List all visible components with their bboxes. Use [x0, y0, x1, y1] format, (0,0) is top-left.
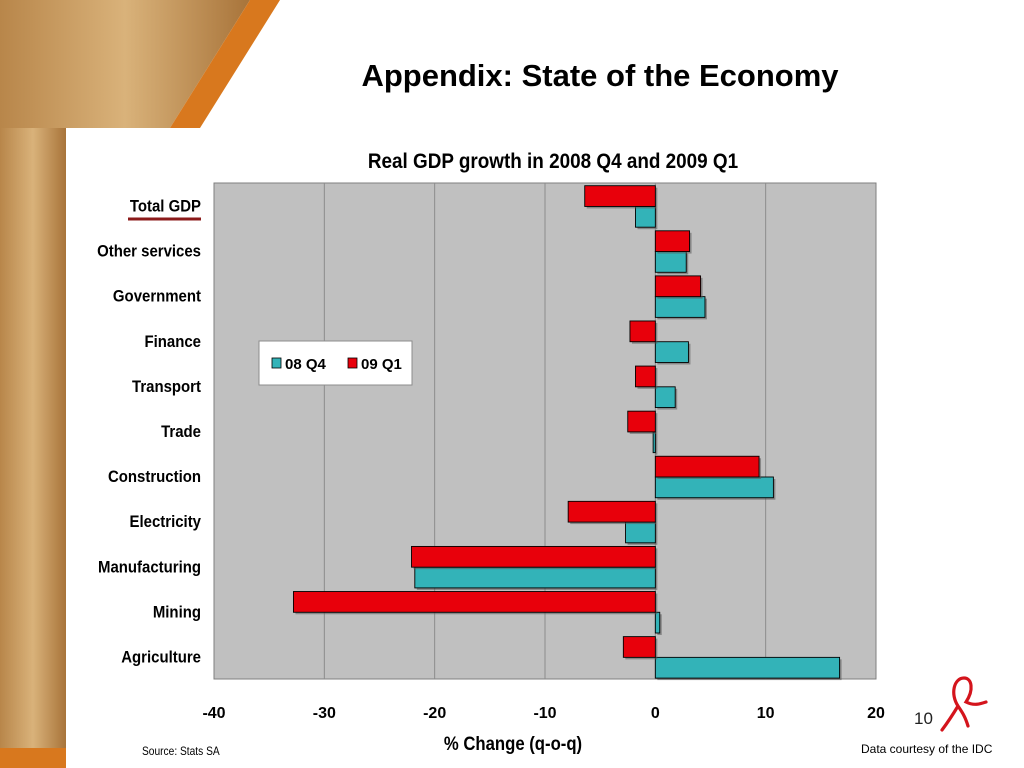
bar-09-q1-construction — [654, 455, 760, 478]
category-label: Other services — [97, 243, 201, 261]
category-label: Agriculture — [121, 649, 201, 667]
legend-box — [258, 340, 413, 386]
bar-09-q1-manufacturing — [411, 545, 656, 568]
bar-09-q1-total-gdp — [584, 185, 656, 207]
bar-08-q4-government — [654, 296, 706, 318]
bar-09-q1-agriculture — [622, 636, 656, 658]
bar-08-q4-trade — [655, 433, 658, 455]
bar-08-q4-total-gdp — [635, 205, 656, 228]
orange-corner-block — [0, 748, 66, 768]
bar-08-q4-finance — [654, 341, 689, 363]
category-label: Transport — [132, 378, 202, 396]
x-tick-label: 20 — [867, 705, 885, 722]
bar-08-q4-manufacturing — [414, 566, 656, 589]
x-tick-label: -10 — [533, 705, 556, 722]
bar-09-q1-mining — [292, 591, 656, 613]
bar-08-q4-electricity — [625, 521, 656, 544]
bar-08-q4-construction — [654, 476, 774, 499]
legend-label-09-q1: 09 Q1 — [361, 356, 402, 373]
legend: 08 Q4 09 Q1 — [258, 340, 413, 386]
bar-09-q1-government — [654, 275, 702, 298]
bar-08-q4-other-services — [654, 251, 687, 273]
bar-09-q1-trade — [627, 410, 656, 433]
data-courtesy-note: Data courtesy of the IDC — [861, 742, 993, 756]
x-tick-label: -30 — [313, 705, 336, 722]
category-label: Government — [113, 288, 202, 306]
bar-08-q4-trade — [652, 431, 656, 454]
category-label: Trade — [161, 423, 201, 441]
bar-09-q1-transport — [635, 365, 656, 388]
chart-title: Real GDP growth in 2008 Q4 and 2009 Q1 — [368, 150, 738, 173]
legend-label-08-q4: 08 Q4 — [285, 356, 327, 373]
x-tick-label: -20 — [423, 705, 446, 722]
x-tick-label: 0 — [651, 705, 660, 722]
bar-08-q4-agriculture — [654, 656, 841, 679]
bar-08-q4-transport — [654, 386, 676, 409]
category-label: Total GDP — [130, 198, 201, 216]
top-left-panel-texture — [0, 0, 250, 128]
page-number: 10 — [914, 709, 933, 728]
category-label: Finance — [145, 333, 202, 351]
legend-swatch-09-q1 — [347, 357, 358, 369]
category-label: Mining — [153, 604, 201, 622]
bar-09-q1-electricity — [567, 500, 656, 523]
category-label: Manufacturing — [98, 558, 201, 576]
bar-08-q4-mining — [654, 611, 661, 634]
legend-swatch-08-q4 — [271, 357, 282, 369]
source-note: Source: Stats SA — [142, 744, 220, 758]
category-label: Electricity — [130, 513, 202, 531]
slide-title: Appendix: State of the Economy — [361, 58, 839, 93]
bar-09-q1-other-services — [654, 230, 690, 252]
category-label: Construction — [108, 468, 201, 486]
red-ribbon-logo-icon — [940, 676, 988, 732]
x-axis-label: % Change (q-o-q) — [444, 733, 582, 754]
x-tick-label: 10 — [757, 705, 775, 722]
x-tick-label: -40 — [202, 705, 225, 722]
bar-09-q1-finance — [629, 320, 656, 343]
orange-diagonal-stripe — [170, 0, 280, 128]
